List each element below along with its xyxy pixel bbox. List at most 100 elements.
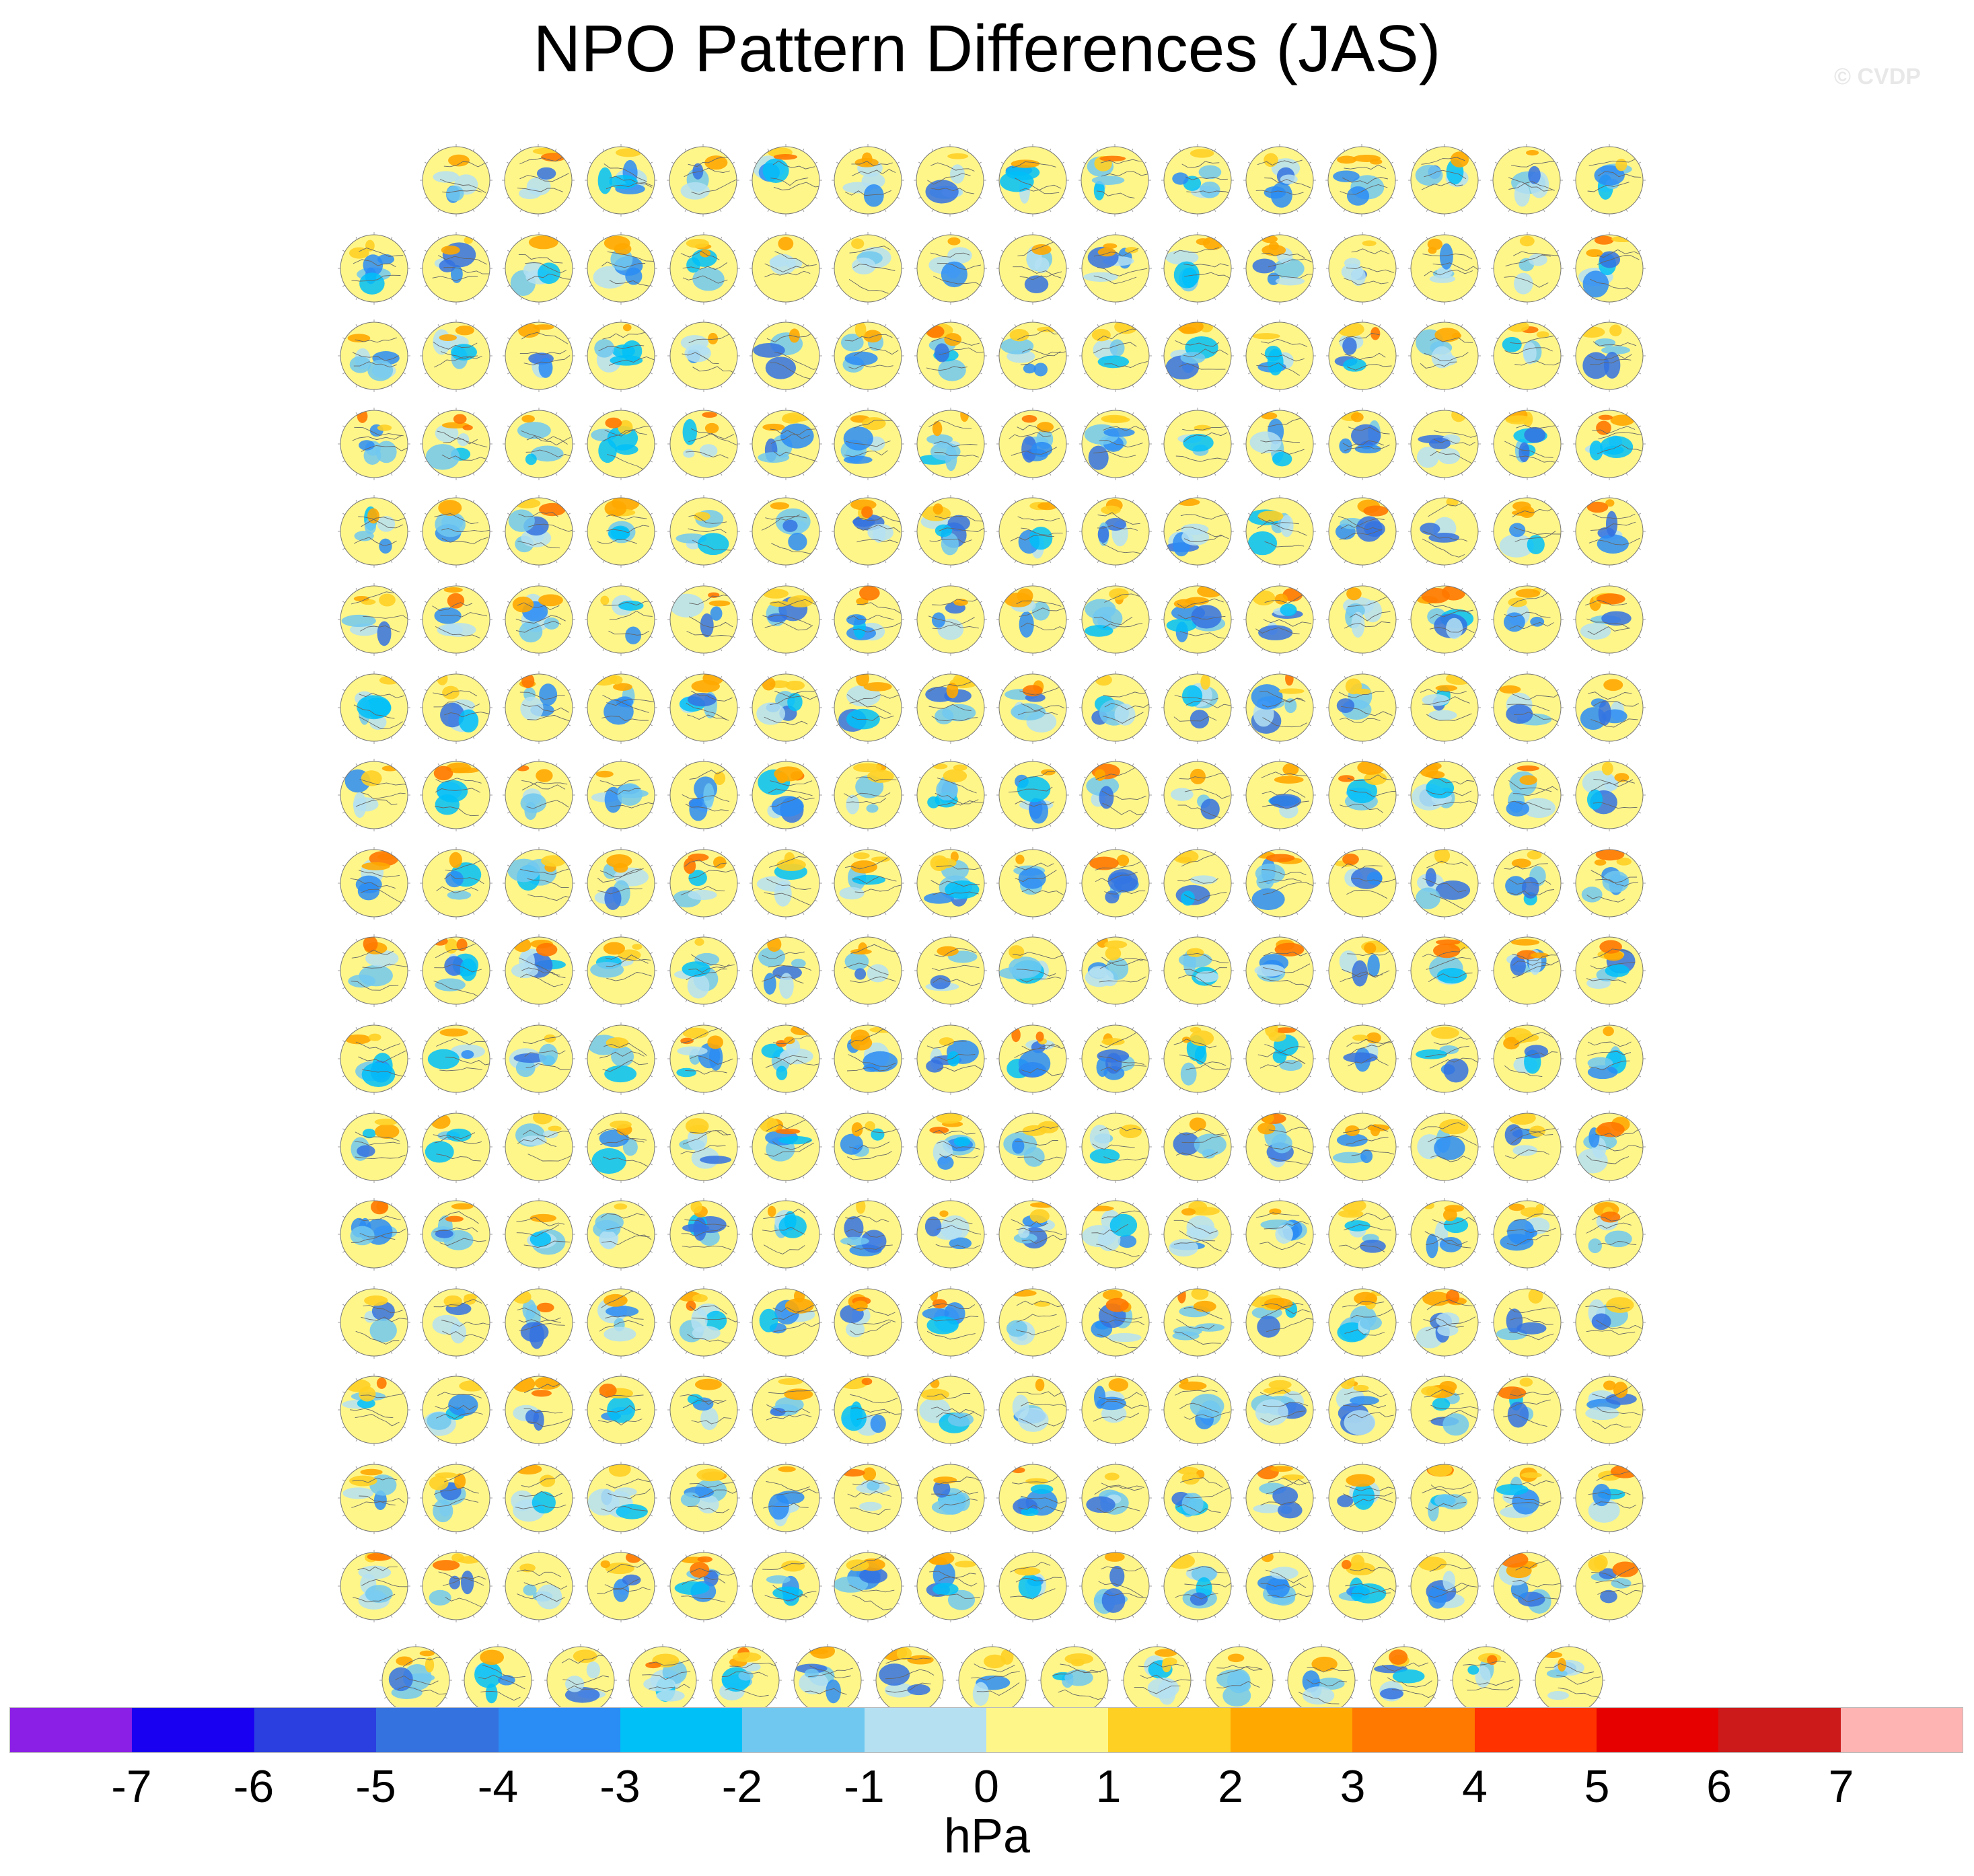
map-panel <box>1325 307 1400 393</box>
rim-tick <box>425 1163 428 1165</box>
rim-tick <box>1543 763 1545 767</box>
map-panel <box>336 1186 412 1272</box>
negative-anomaly-blob <box>1527 535 1545 555</box>
rim-tick <box>1543 560 1545 564</box>
coastline <box>1093 616 1132 626</box>
coastline <box>685 451 729 459</box>
positive-anomaly-blob <box>1362 240 1377 246</box>
rim-tick <box>836 987 840 989</box>
rim-tick <box>473 1263 475 1267</box>
rim-tick <box>390 736 393 739</box>
coastline <box>519 350 566 356</box>
coastline <box>844 450 889 457</box>
rim-tick <box>602 911 605 915</box>
chart-title: NPO Pattern Differences (JAS) <box>533 11 1441 85</box>
rim-tick <box>1379 236 1381 239</box>
rim-tick <box>390 851 393 854</box>
rim-tick <box>438 911 440 915</box>
map-panel <box>336 220 412 306</box>
rim-tick <box>720 1088 722 1090</box>
coastline <box>1019 685 1064 696</box>
positive-anomaly-blob <box>1278 687 1305 694</box>
positive-anomaly-blob <box>600 595 610 605</box>
rim-tick <box>979 1075 982 1078</box>
coastline <box>1424 269 1473 276</box>
positive-anomaly-blob <box>1536 331 1549 338</box>
polar-map <box>996 846 1070 920</box>
rim-tick <box>650 460 653 463</box>
rim-tick <box>897 372 900 375</box>
rim-tick <box>1144 1128 1147 1130</box>
rim-tick <box>1591 939 1593 942</box>
rim-tick <box>637 1027 640 1030</box>
polar-map <box>996 495 1070 568</box>
negative-anomaly-blob <box>770 254 796 274</box>
coastline <box>1021 888 1064 896</box>
positive-anomaly-blob <box>365 239 375 252</box>
map-panel <box>665 132 741 218</box>
rim-tick <box>602 588 605 591</box>
rim-tick <box>1001 1163 1004 1165</box>
rim-tick <box>1379 824 1381 827</box>
coastline <box>688 528 727 533</box>
rim-tick <box>1227 899 1229 902</box>
rim-tick <box>1144 952 1147 954</box>
rim-tick <box>1309 1040 1312 1043</box>
rim-tick <box>1379 1175 1381 1178</box>
rim-tick <box>637 209 640 212</box>
positive-anomaly-blob <box>371 1201 389 1215</box>
rim-tick <box>1214 1088 1216 1090</box>
positive-anomaly-blob <box>1352 1035 1368 1041</box>
rim-tick <box>1413 811 1416 814</box>
negative-anomaly-blob <box>776 1065 788 1080</box>
rim-tick <box>967 851 970 854</box>
map-panel <box>1490 571 1565 657</box>
rim-tick <box>884 149 887 151</box>
positive-anomaly-blob <box>1431 1026 1460 1039</box>
rim-tick <box>979 460 982 463</box>
rim-tick <box>1262 1175 1264 1178</box>
rim-tick <box>897 196 900 199</box>
polar-map <box>749 144 822 217</box>
rim-tick <box>403 250 406 252</box>
coastline <box>1593 779 1635 786</box>
negative-anomaly-blob <box>682 449 694 458</box>
rim-tick <box>1001 250 1004 252</box>
rim-tick <box>720 675 722 679</box>
coastline <box>1262 868 1307 876</box>
rim-tick <box>814 161 817 164</box>
positive-anomaly-blob <box>517 324 540 338</box>
rim-tick <box>650 337 653 340</box>
positive-anomaly-blob <box>1186 948 1204 958</box>
rim-tick <box>1214 412 1216 415</box>
coastline <box>444 711 490 717</box>
coastline <box>855 884 902 893</box>
rim-tick <box>979 337 982 340</box>
rim-tick <box>1227 513 1229 515</box>
positive-anomaly-blob <box>865 1121 876 1131</box>
coastline <box>1013 266 1062 278</box>
rim-tick <box>802 236 805 239</box>
coastline <box>1103 889 1145 895</box>
rim-tick <box>1062 337 1065 340</box>
polar-map <box>1408 759 1482 832</box>
polar-map <box>1490 934 1564 1008</box>
rim-tick <box>589 811 593 814</box>
rim-tick <box>473 763 475 767</box>
negative-anomaly-blob <box>1580 623 1611 640</box>
polar-map <box>502 934 575 1008</box>
rim-tick <box>1426 385 1428 388</box>
rim-tick <box>754 285 757 287</box>
rim-tick <box>732 425 735 428</box>
rim-tick <box>1379 560 1381 564</box>
rim-tick <box>1001 899 1004 902</box>
map-panel <box>830 220 906 306</box>
rim-tick <box>507 161 510 164</box>
positive-anomaly-blob <box>1099 155 1126 161</box>
coastline <box>1429 627 1475 634</box>
rim-tick <box>342 285 345 287</box>
negative-anomaly-blob <box>525 453 537 465</box>
rim-tick <box>1097 412 1099 415</box>
positive-anomaly-blob <box>1021 414 1037 423</box>
rim-tick <box>1556 196 1559 199</box>
